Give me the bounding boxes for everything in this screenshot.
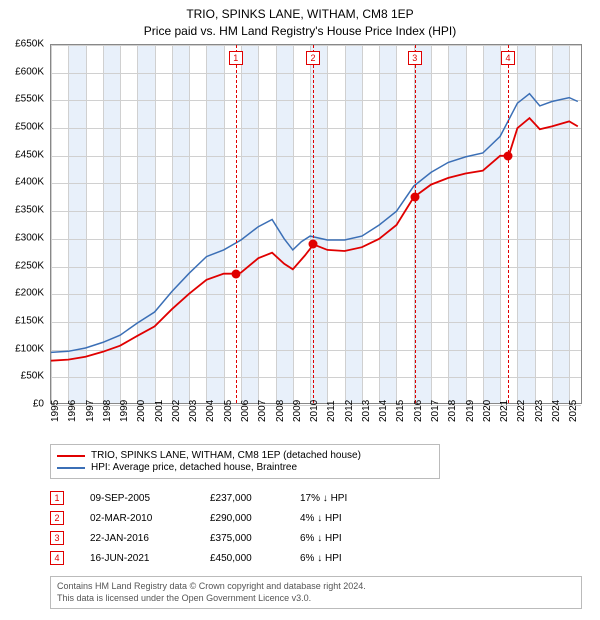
y-tick-label: £300K	[15, 232, 44, 243]
transaction-diff: 6% ↓ HPI	[300, 553, 390, 564]
event-line	[508, 45, 509, 403]
transaction-diff: 4% ↓ HPI	[300, 513, 390, 524]
x-tick-label: 1997	[85, 400, 96, 422]
x-tick-label: 2006	[240, 400, 251, 422]
y-tick-label: £150K	[15, 315, 44, 326]
x-tick-label: 2018	[447, 400, 458, 422]
transaction-diff: 6% ↓ HPI	[300, 533, 390, 544]
x-tick-label: 2017	[430, 400, 441, 422]
event-line	[415, 45, 416, 403]
transaction-row: 1 09-SEP-2005£237,00017% ↓ HPI	[50, 488, 390, 508]
price-marker	[231, 269, 240, 278]
x-tick-label: 2024	[551, 400, 562, 422]
event-marker-box: 2	[306, 51, 320, 65]
price-marker	[504, 151, 513, 160]
footer-line1: Contains HM Land Registry data © Crown c…	[57, 581, 575, 593]
y-tick-label: £200K	[15, 288, 44, 299]
x-axis: 1995199619971998199920002001200220032004…	[50, 406, 582, 442]
x-tick-label: 2021	[499, 400, 510, 422]
event-marker-box: 3	[408, 51, 422, 65]
event-marker-box: 4	[501, 51, 515, 65]
y-tick-label: £500K	[15, 122, 44, 133]
legend: TRIO, SPINKS LANE, WITHAM, CM8 1EP (deta…	[50, 444, 440, 479]
y-tick-label: £250K	[15, 260, 44, 271]
attribution-footer: Contains HM Land Registry data © Crown c…	[50, 576, 582, 609]
x-tick-label: 2023	[534, 400, 545, 422]
transaction-diff: 17% ↓ HPI	[300, 493, 390, 504]
y-tick-label: £650K	[15, 39, 44, 50]
x-tick-label: 2010	[309, 400, 320, 422]
legend-label: TRIO, SPINKS LANE, WITHAM, CM8 1EP (deta…	[91, 450, 361, 461]
legend-row: HPI: Average price, detached house, Brai…	[57, 462, 433, 473]
x-tick-label: 2025	[568, 400, 579, 422]
x-tick-label: 2012	[344, 400, 355, 422]
x-tick-label: 2020	[482, 400, 493, 422]
series-hpi	[51, 94, 578, 353]
x-tick-label: 2002	[171, 400, 182, 422]
x-tick-label: 2001	[154, 400, 165, 422]
x-tick-label: 1999	[119, 400, 130, 422]
y-tick-label: £600K	[15, 66, 44, 77]
x-tick-label: 2005	[223, 400, 234, 422]
transaction-price: £290,000	[210, 513, 300, 524]
x-tick-label: 2008	[275, 400, 286, 422]
plot-area: 1 2 3 4	[50, 44, 582, 404]
y-tick-label: £0	[33, 399, 44, 410]
x-tick-label: 2016	[413, 400, 424, 422]
x-tick-label: 2022	[516, 400, 527, 422]
legend-label: HPI: Average price, detached house, Brai…	[91, 462, 297, 473]
event-line	[313, 45, 314, 403]
transaction-row: 3 22-JAN-2016£375,0006% ↓ HPI	[50, 528, 390, 548]
transaction-date: 16-JUN-2021	[90, 553, 210, 564]
transaction-price: £375,000	[210, 533, 300, 544]
x-tick-label: 2013	[361, 400, 372, 422]
transaction-num-box: 1	[50, 491, 64, 505]
event-marker-box: 1	[229, 51, 243, 65]
x-tick-label: 2009	[292, 400, 303, 422]
legend-row: TRIO, SPINKS LANE, WITHAM, CM8 1EP (deta…	[57, 450, 433, 461]
y-axis: £0£50K£100K£150K£200K£250K£300K£350K£400…	[0, 44, 48, 404]
transaction-price: £237,000	[210, 493, 300, 504]
price-marker	[309, 240, 318, 249]
transaction-date: 09-SEP-2005	[90, 493, 210, 504]
transaction-date: 02-MAR-2010	[90, 513, 210, 524]
y-tick-label: £50K	[21, 371, 44, 382]
x-tick-label: 2000	[136, 400, 147, 422]
chart-title-line1: TRIO, SPINKS LANE, WITHAM, CM8 1EP	[0, 6, 600, 23]
transaction-row: 4 16-JUN-2021£450,0006% ↓ HPI	[50, 548, 390, 568]
price-marker	[410, 193, 419, 202]
transaction-price: £450,000	[210, 553, 300, 564]
transaction-date: 22-JAN-2016	[90, 533, 210, 544]
transactions-table: 1 09-SEP-2005£237,00017% ↓ HPI 2 02-MAR-201…	[50, 488, 390, 568]
x-tick-label: 1998	[102, 400, 113, 422]
x-tick-label: 2007	[257, 400, 268, 422]
chart-container: { "header": { "line1": "TRIO, SPINKS LAN…	[0, 0, 600, 620]
y-tick-label: £350K	[15, 205, 44, 216]
x-tick-label: 2019	[465, 400, 476, 422]
x-tick-label: 1995	[50, 400, 61, 422]
chart-title-block: TRIO, SPINKS LANE, WITHAM, CM8 1EP Price…	[0, 0, 600, 40]
x-tick-label: 2015	[395, 400, 406, 422]
event-line	[236, 45, 237, 403]
legend-swatch	[57, 467, 85, 469]
x-tick-label: 2011	[326, 400, 337, 422]
plot-svg	[51, 45, 583, 405]
y-tick-label: £400K	[15, 177, 44, 188]
footer-line2: This data is licensed under the Open Gov…	[57, 593, 575, 605]
transaction-row: 2 02-MAR-2010£290,0004% ↓ HPI	[50, 508, 390, 528]
transaction-num-box: 2	[50, 511, 64, 525]
x-tick-label: 1996	[67, 400, 78, 422]
chart-title-line2: Price paid vs. HM Land Registry's House …	[0, 23, 600, 40]
x-tick-label: 2014	[378, 400, 389, 422]
y-tick-label: £100K	[15, 343, 44, 354]
x-tick-label: 2003	[188, 400, 199, 422]
x-tick-label: 2004	[205, 400, 216, 422]
legend-swatch	[57, 455, 85, 457]
transaction-num-box: 3	[50, 531, 64, 545]
transaction-num-box: 4	[50, 551, 64, 565]
y-tick-label: £550K	[15, 94, 44, 105]
y-tick-label: £450K	[15, 149, 44, 160]
